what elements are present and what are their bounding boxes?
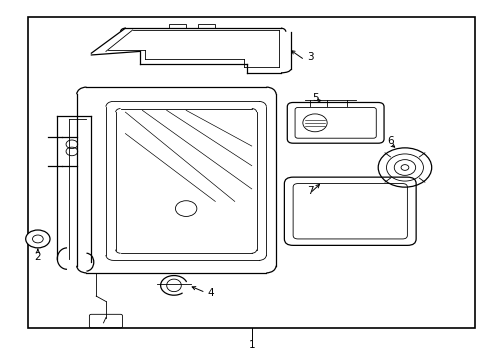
Text: 3: 3 [306,53,313,63]
Text: 2: 2 [35,252,41,262]
Text: 5: 5 [311,93,318,103]
Circle shape [377,148,431,187]
Bar [169,24,186,28]
Text: 7: 7 [306,186,313,196]
Bar [28,18,474,328]
Text: 4: 4 [207,288,213,297]
Circle shape [26,230,50,248]
Text: 1: 1 [248,340,255,350]
Text: 6: 6 [386,136,393,146]
Bar [198,24,215,28]
